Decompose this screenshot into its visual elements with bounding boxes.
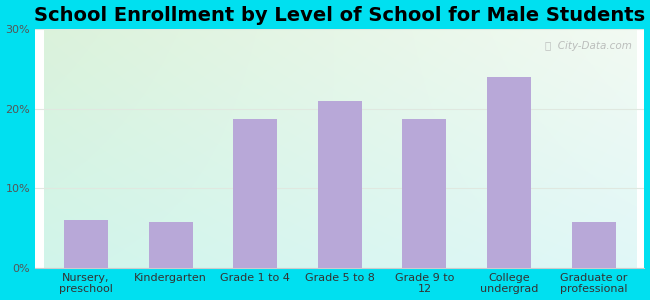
Bar [64, 220, 108, 268]
Bar [149, 222, 192, 268]
Bar [318, 100, 362, 268]
Bar [233, 119, 277, 268]
Bar [571, 222, 616, 268]
Bar [402, 119, 447, 268]
Bar [487, 77, 531, 268]
Text: ⓘ  City-Data.com: ⓘ City-Data.com [545, 41, 632, 51]
Title: School Enrollment by Level of School for Male Students: School Enrollment by Level of School for… [34, 6, 645, 25]
